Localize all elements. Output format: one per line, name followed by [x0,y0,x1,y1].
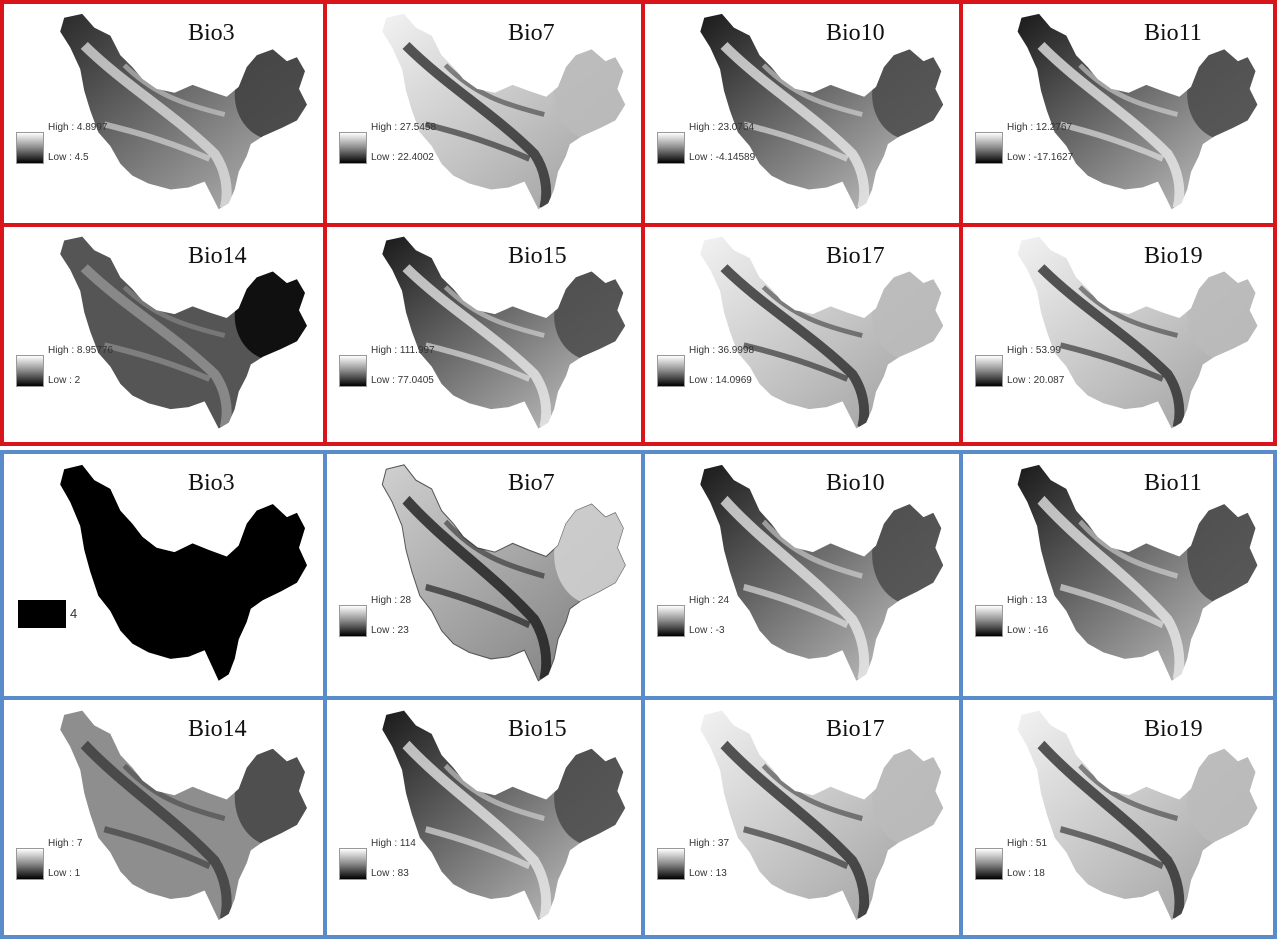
panel-title: Bio15 [508,243,567,269]
legend-high: High : 12.2767 [1007,122,1073,133]
legend-ramp [975,132,1003,164]
watershed-map [382,236,626,429]
map-panel-bio17: Bio17 High : 36.9998 Low : 14.0969 [641,223,963,446]
legend-high: High : 28 [371,595,412,606]
map-panel-bio19: Bio19 High : 51 Low : 18 [959,696,1277,939]
legend-ramp [339,132,367,164]
map-panel-bio10: Bio10 High : 23.0764 Low : -4.14589 [641,0,963,227]
map-panel-bio3: Bio3 4 [0,450,327,700]
legend-ramp [975,848,1003,880]
legend-low: Low : 4.5 [48,152,89,163]
legend-low: Low : 13 [689,868,727,879]
legend-low: Low : 1 [48,868,81,879]
legend-swatch [18,600,66,628]
legend-low: Low : -17.1627 [1007,152,1074,163]
legend-high: High : 36.9998 [689,345,755,356]
panel-title: Bio15 [508,716,567,742]
legend-ramp [975,355,1003,387]
watershed-map [1017,710,1258,921]
watershed-map [700,13,944,210]
watershed-map [1017,464,1258,681]
legend-low: Low : -4.14589 [689,152,756,163]
legend-low: Low : 2 [48,375,81,386]
legend-high: High : 8.95776 [48,345,114,356]
panel-title: Bio17 [826,716,885,742]
panel-title: Bio19 [1144,243,1203,269]
legend-high: High : 4.8997 [48,122,108,133]
watershed-map [60,236,307,429]
legend-value: 4 [70,606,78,621]
panel-title: Bio7 [508,470,555,496]
legend-low: Low : -3 [689,625,725,636]
legend-high: High : 37 [689,838,730,849]
legend-low: Low : 18 [1007,868,1045,879]
map-panel-bio15: Bio15 High : 111.997 Low : 77.0405 [323,223,645,446]
legend-low: Low : 23 [371,625,409,636]
watershed-map [382,13,626,210]
map-panel-bio14: Bio14 High : 7 Low : 1 [0,696,327,939]
watershed-map [700,710,944,921]
watershed-map [382,710,626,921]
map-panel-bio14: Bio14 High : 8.95776 Low : 2 [0,223,327,446]
red-panel-group: Bio3 High : 4.8997 Low : 4.5 [0,0,1277,446]
map-panel-bio17: Bio17 High : 37 Low : 13 [641,696,963,939]
legend-ramp [975,605,1003,637]
legend-ramp [657,605,685,637]
legend-high: High : 13 [1007,595,1048,606]
legend-ramp [657,355,685,387]
legend-high: High : 111.997 [371,345,435,356]
watershed-map [381,464,626,682]
legend-high: High : 27.5458 [371,122,437,133]
panel-title: Bio10 [826,20,885,46]
legend-ramp [657,848,685,880]
map-panel-bio10: Bio10 High : 24 Low : -3 [641,450,963,700]
legend-ramp [16,132,44,164]
panel-title: Bio3 [188,470,235,496]
watershed-map [1017,236,1258,429]
panel-title: Bio10 [826,470,885,496]
map-panel-bio7: Bio7 High : 28 Low : 23 [323,450,645,700]
legend-ramp [657,132,685,164]
panel-title: Bio11 [1144,20,1202,46]
legend-ramp [339,605,367,637]
watershed-map [60,13,307,210]
legend-high: High : 114 [371,838,416,849]
legend-low: Low : 14.0969 [689,375,752,386]
watershed-map [700,464,944,681]
map-panel-bio11: Bio11 High : 13 Low : -16 [959,450,1277,700]
legend-high: High : 23.0764 [689,122,755,133]
blue-panel-group: Bio3 4 Bio7 [0,450,1277,939]
legend-low: Low : 22.4002 [371,152,434,163]
legend-high: High : 53.99 [1007,345,1061,356]
panel-title: Bio3 [188,20,235,46]
panel-title: Bio17 [826,243,885,269]
map-panel-bio7: Bio7 High : 27.5458 Low : 22.4002 [323,0,645,227]
panel-title: Bio14 [188,716,247,742]
legend-ramp [16,848,44,880]
map-panel-bio19: Bio19 High : 53.99 Low : 20.087 [959,223,1277,446]
legend-ramp [16,355,44,387]
legend-ramp [339,355,367,387]
legend-low: Low : -16 [1007,625,1049,636]
legend-high: High : 51 [1007,838,1048,849]
map-panel-bio11: Bio11 High : 12.2767 Low : -17.1627 [959,0,1277,227]
legend-high: High : 24 [689,595,730,606]
watershed-map [60,710,307,921]
map-panel-bio3: Bio3 High : 4.8997 Low : 4.5 [0,0,327,227]
panel-title: Bio11 [1144,470,1202,496]
watershed-map [1017,13,1258,210]
legend-low: Low : 83 [371,868,409,879]
legend-ramp [339,848,367,880]
map-panel-bio15: Bio15 High : 114 Low : 83 [323,696,645,939]
panel-title: Bio19 [1144,716,1203,742]
watershed-map [700,236,944,429]
legend-low: Low : 77.0405 [371,375,434,386]
legend-low: Low : 20.087 [1007,375,1065,386]
legend-high: High : 7 [48,838,83,849]
watershed-map [60,464,307,681]
panel-title: Bio14 [188,243,247,269]
panel-title: Bio7 [508,20,555,46]
